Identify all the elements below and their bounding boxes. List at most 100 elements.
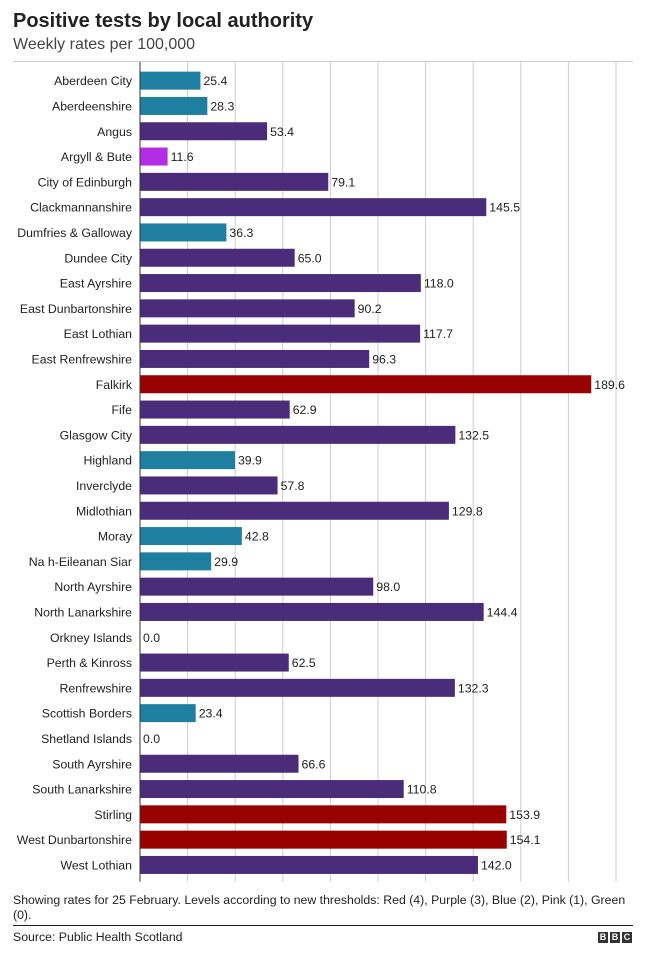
category-label: Dumfries & Galloway [17, 226, 133, 240]
category-label: East Ayrshire [60, 277, 132, 291]
data-label: 153.9 [509, 808, 540, 822]
data-label: 66.6 [302, 757, 326, 771]
data-label: 132.3 [458, 681, 489, 695]
category-label: Clackmannanshire [30, 201, 132, 215]
bar [140, 274, 421, 293]
bar [140, 830, 507, 849]
chart-subtitle: Weekly rates per 100,000 [13, 36, 196, 53]
data-label: 132.5 [458, 428, 489, 442]
category-label: Falkirk [96, 378, 133, 392]
bar [140, 754, 299, 773]
bar-chart: Aberdeen City 25.4 Aberdeenshire 28.3 Angus 5… [17, 62, 625, 882]
category-label: South Lanarkshire [32, 783, 132, 797]
category-label: Midlothian [76, 504, 132, 518]
bbc-logo-letter: C [622, 932, 632, 943]
bar [140, 653, 289, 672]
data-label: 110.8 [407, 783, 437, 797]
data-label: 144.4 [487, 605, 518, 619]
category-label: South Ayrshire [52, 757, 132, 771]
category-label: Aberdeenshire [52, 99, 132, 113]
bar [140, 299, 355, 318]
data-label: 57.8 [281, 479, 305, 493]
category-label: Aberdeen City [54, 74, 133, 88]
bar [140, 147, 168, 166]
data-label: 189.6 [594, 378, 625, 392]
category-label: Stirling [94, 808, 132, 822]
bar [140, 678, 455, 697]
bar [140, 400, 290, 419]
chart-title: Positive tests by local authority [13, 10, 314, 32]
data-label: 117.7 [423, 327, 453, 341]
bar [140, 855, 478, 874]
category-label: West Dunbartonshire [17, 833, 132, 847]
data-label: 142.0 [481, 858, 512, 872]
data-label: 29.9 [214, 555, 238, 569]
category-label: Renfrewshire [60, 681, 133, 695]
data-label: 145.5 [489, 201, 520, 215]
bbc-logo: B B C [598, 932, 632, 943]
category-label: Angus [97, 125, 132, 139]
category-label: Highland [83, 454, 132, 468]
bar [140, 476, 278, 495]
data-label: 129.8 [452, 504, 483, 518]
bar [140, 349, 370, 368]
top-divider [13, 61, 633, 62]
category-label: Na h-Eileanan Siar [29, 555, 132, 569]
bbc-logo-letter: B [610, 932, 620, 943]
bar [140, 704, 196, 723]
data-label: 96.3 [372, 352, 396, 366]
bar [140, 96, 208, 115]
bar [140, 248, 295, 267]
data-label: 62.9 [293, 403, 317, 417]
data-label: 28.3 [210, 99, 234, 113]
category-label: Glasgow City [60, 428, 133, 442]
source-text: Source: Public Health Scotland [13, 930, 183, 944]
category-label: East Dunbartonshire [20, 302, 132, 316]
data-label: 79.1 [331, 175, 355, 189]
bar [140, 71, 201, 90]
data-label: 0.0 [143, 732, 160, 746]
data-label: 98.0 [376, 580, 400, 594]
data-label: 25.4 [203, 74, 227, 88]
data-label: 23.4 [199, 707, 223, 721]
data-label: 154.1 [510, 833, 541, 847]
category-label: West Lothian [60, 858, 132, 872]
category-label: North Ayrshire [54, 580, 132, 594]
category-label: Shetland Islands [41, 732, 132, 746]
bar [140, 805, 507, 824]
data-label: 90.2 [358, 302, 382, 316]
data-label: 0.0 [143, 631, 160, 645]
category-label: Dundee City [64, 251, 133, 265]
footnote: Showing rates for 25 February. Levels ac… [13, 893, 626, 922]
bar [140, 602, 484, 621]
data-label: 62.5 [292, 656, 316, 670]
bar [140, 324, 421, 343]
bar [140, 375, 592, 394]
category-label: East Lothian [64, 327, 133, 341]
bar [140, 552, 212, 571]
bar [140, 198, 487, 217]
category-label: Inverclyde [76, 479, 132, 493]
bar [140, 122, 268, 141]
bar [140, 425, 456, 444]
data-label: 118.0 [424, 277, 454, 291]
category-label: Perth & Kinross [47, 656, 132, 670]
category-label: North Lanarkshire [34, 605, 132, 619]
bar [140, 223, 227, 242]
data-label: 36.3 [229, 226, 253, 240]
category-label: Argyll & Bute [61, 150, 132, 164]
category-label: East Renfrewshire [32, 352, 133, 366]
category-label: Scottish Borders [42, 707, 132, 721]
data-label: 39.9 [238, 454, 262, 468]
data-label: 42.8 [245, 530, 269, 544]
data-label: 11.6 [171, 150, 194, 164]
data-label: 65.0 [298, 251, 322, 265]
category-label: Orkney Islands [50, 631, 132, 645]
bar [140, 451, 235, 470]
category-label: City of Edinburgh [38, 175, 132, 189]
bar [140, 172, 329, 191]
data-label: 53.4 [270, 125, 294, 139]
bar [140, 501, 449, 520]
category-label: Fife [112, 403, 133, 417]
category-label: Moray [98, 530, 133, 544]
